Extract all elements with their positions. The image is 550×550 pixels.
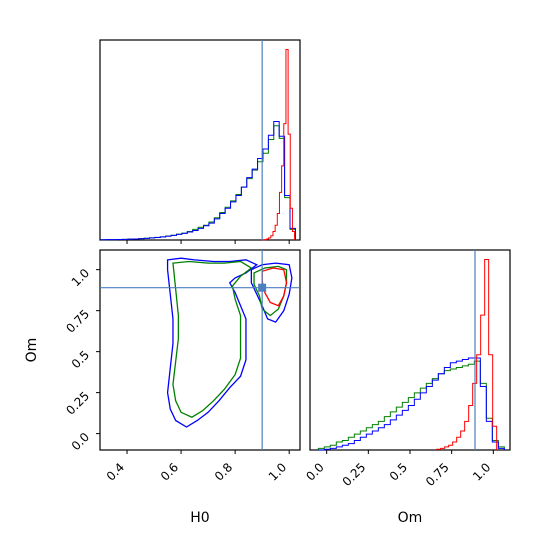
hist-Om-xtick-label-2: 0.5 [387,460,410,483]
contour-ytick-label-2: 0.5 [69,348,92,371]
contour-H0-Om-xtick-label-1: 0.6 [158,460,181,483]
hist-H0-blue-hist [100,120,296,241]
panel-contour-frame [99,249,301,451]
xlabel-H0: H0 [190,510,209,526]
contour-ytick-label-3: 0.75 [63,307,92,336]
panel-hist-Om-frame [309,249,511,451]
contour-truth-marker [258,283,267,292]
contour-H0-Om-xtick-label-2: 0.8 [212,460,235,483]
panel-hist-Om: 0.0 0.25 0.5 0.75 1.0 [303,249,511,489]
hist-Om-xtick-label-4: 1.0 [470,460,493,483]
panel-hist-Om-xticks: 0.0 0.25 0.5 0.75 1.0 [303,450,494,489]
hist-H0-green-hist [100,125,296,241]
hist-H0-red-hist [261,49,296,241]
contour-H0-Om-xtick-label-3: 1.0 [266,460,289,483]
hist-Om-xtick-label-3: 0.75 [423,460,452,489]
panel-contour-truth [100,250,300,450]
hist-Om-red-hist [436,259,498,450]
xlabel-Om: Om [398,510,423,526]
panel-contour-H0-Om: 0.4 0.6 0.8 1.0 0.0 0.25 0.5 0.75 1.0 [63,249,301,484]
contour-3 [253,265,288,317]
panel-contour-xticks: 0.4 0.6 0.8 1.0 [104,450,290,484]
panel-hist-H0-series [100,49,296,241]
panel-hist-Om-series [317,259,505,451]
panel-contour-series [166,257,293,428]
hist-Om-green-hist [317,360,505,450]
panel-contour-yticks: 0.0 0.25 0.5 0.75 1.0 [63,266,100,453]
contour-ytick-label-4: 1.0 [69,266,92,289]
contour-ytick-label-1: 0.25 [63,389,92,418]
panel-hist-H0 [99,39,301,244]
contour-2 [250,262,293,323]
contour-1 [172,260,253,418]
contour-0 [166,257,259,428]
panel-hist-H0-xticks [126,240,290,244]
hist-Om-blue-hist [318,357,505,451]
ylabel-Om: Om [24,338,40,363]
hist-Om-xtick-label-1: 0.25 [340,460,369,489]
hist-Om-xtick-label-0: 0.0 [303,460,326,483]
contour-ytick-label-0: 0.0 [69,430,92,453]
panel-hist-H0-frame [99,39,301,241]
contour-H0-Om-xtick-label-0: 0.4 [104,460,127,483]
